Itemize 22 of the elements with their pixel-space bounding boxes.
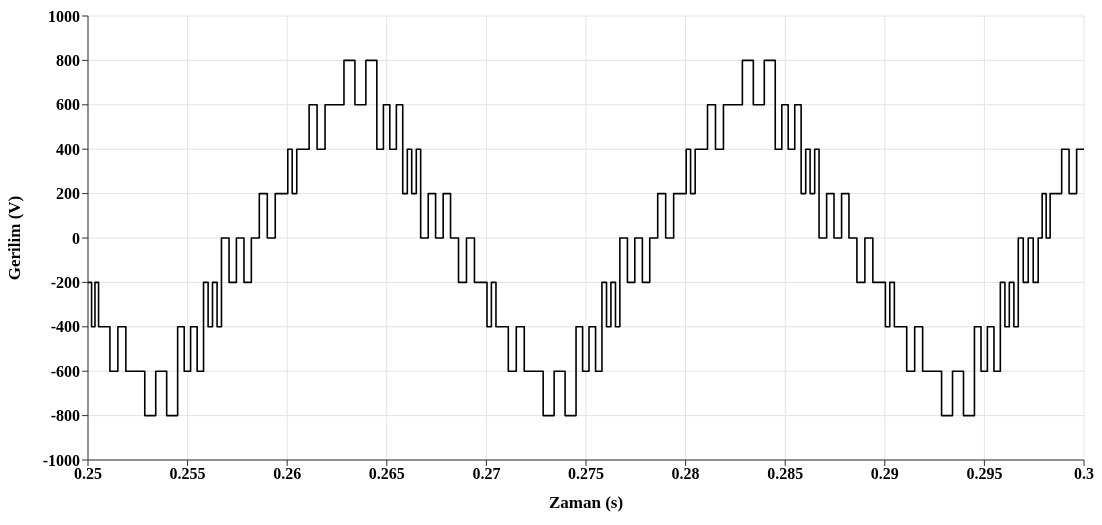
x-axis-title: Zaman (s) bbox=[548, 493, 624, 512]
x-tick-label: 0.28 bbox=[671, 465, 700, 483]
y-axis-title: Gerilim (V) bbox=[5, 195, 25, 281]
y-tick-label: 400 bbox=[56, 140, 80, 158]
y-tick-label: -800 bbox=[50, 407, 80, 425]
x-tick-label: 0.285 bbox=[767, 465, 804, 483]
y-tick-label: 600 bbox=[56, 96, 80, 114]
y-tick-label: 200 bbox=[56, 185, 80, 203]
x-tick-label: 0.255 bbox=[169, 465, 206, 483]
y-tick-label: 0 bbox=[72, 229, 80, 247]
x-tick-label: 0.275 bbox=[568, 465, 604, 483]
y-tick-label: -200 bbox=[50, 274, 80, 292]
y-tick-label: 1000 bbox=[48, 7, 80, 25]
x-tick-label: 0.265 bbox=[368, 465, 405, 483]
x-tick-label: 0.29 bbox=[870, 465, 899, 483]
x-tick-label: 0.27 bbox=[472, 465, 501, 483]
x-tick-label: 0.26 bbox=[273, 465, 302, 483]
y-tick-label: -600 bbox=[50, 362, 80, 380]
x-tick-label: 0.295 bbox=[966, 465, 1003, 483]
y-tick-label: 800 bbox=[56, 52, 80, 70]
y-tick-label: -400 bbox=[50, 318, 80, 336]
x-tick-label: 0.3 bbox=[1074, 465, 1094, 483]
